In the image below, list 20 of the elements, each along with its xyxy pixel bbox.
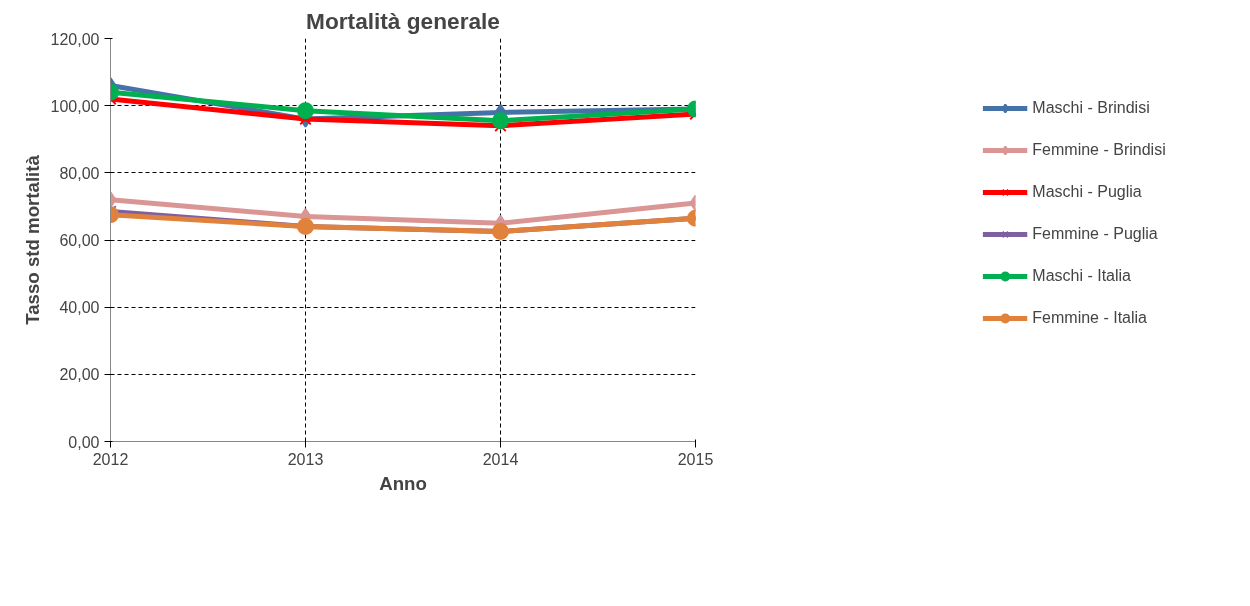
x-axis-title: Anno [379,472,427,494]
y-axis-title: Tasso std mortalità [21,154,43,325]
legend-label: Femmine - Italia [1032,309,1148,327]
x-tick-label: 2013 [287,450,324,468]
legend-label: Maschi - Italia [1032,267,1132,285]
legend-label: Femmine - Brindisi [1032,141,1166,159]
y-tick-label: 0,00 [68,433,100,451]
y-tick-label: 20,00 [59,366,100,384]
legend-label: Femmine - Puglia [1032,225,1158,243]
x-tick-label: 2015 [677,450,714,468]
y-tick-label: 100,00 [50,97,100,115]
x-tick-label: 2012 [92,450,129,468]
y-tick-label: 40,00 [59,299,100,317]
y-tick-label: 80,00 [59,164,100,182]
y-tick-label: 60,00 [59,232,100,249]
legend-label: Maschi - Puglia [1032,183,1142,201]
y-tick-label: 120,00 [50,30,100,48]
legend-label: Maschi - Brindisi [1032,99,1150,117]
x-tick-label: 2014 [482,450,519,468]
chart-title: Mortalità generale [306,7,500,34]
